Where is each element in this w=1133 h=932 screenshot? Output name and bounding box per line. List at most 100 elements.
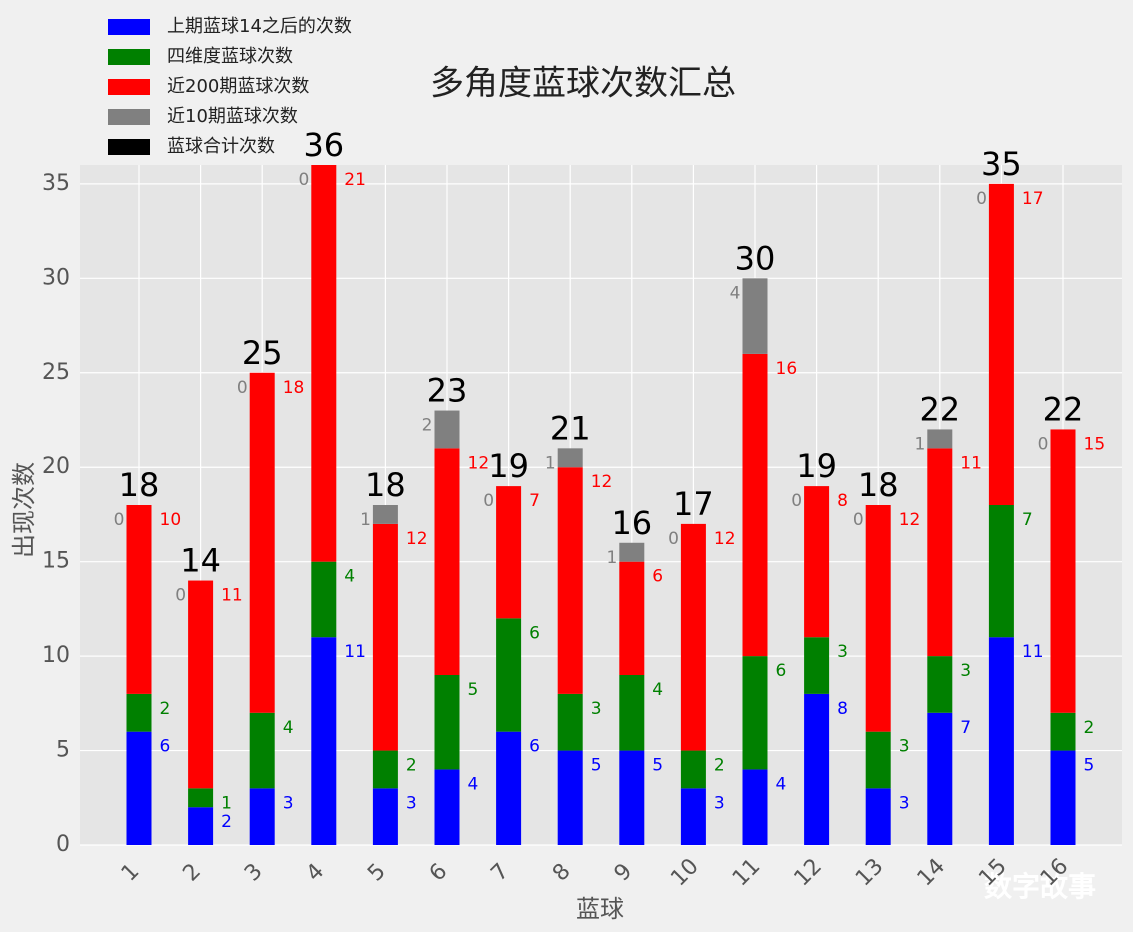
bar-segment bbox=[496, 486, 522, 619]
value-label: 0 bbox=[668, 529, 679, 549]
value-label: 11 bbox=[1022, 642, 1044, 662]
x-tick-label: 1 bbox=[117, 859, 145, 887]
bar-segment bbox=[988, 183, 1014, 505]
bar-segment bbox=[434, 448, 460, 675]
bar-segment bbox=[742, 656, 768, 770]
x-tick-label: 13 bbox=[851, 854, 888, 891]
bar-segment bbox=[680, 523, 706, 751]
value-label: 11 bbox=[960, 453, 982, 473]
total-label: 30 bbox=[735, 239, 776, 277]
total-label: 18 bbox=[365, 466, 406, 504]
total-label: 21 bbox=[550, 409, 591, 447]
total-label: 25 bbox=[242, 334, 283, 372]
bar-segment bbox=[988, 505, 1014, 638]
bar-segment bbox=[927, 448, 953, 657]
value-label: 12 bbox=[591, 472, 613, 492]
value-label: 2 bbox=[406, 756, 417, 776]
bar-segment bbox=[619, 561, 645, 675]
total-label: 36 bbox=[303, 126, 344, 164]
value-label: 5 bbox=[652, 756, 663, 776]
bar-segment bbox=[434, 410, 460, 449]
bar-segment bbox=[311, 637, 337, 845]
value-label: 4 bbox=[652, 680, 663, 700]
value-label: 1 bbox=[360, 510, 371, 530]
x-tick-label: 5 bbox=[363, 859, 391, 887]
bar-segment bbox=[742, 353, 768, 657]
total-label: 22 bbox=[919, 390, 960, 428]
total-label: 14 bbox=[180, 542, 221, 580]
value-label: 6 bbox=[529, 623, 540, 643]
bar-segment bbox=[619, 542, 645, 562]
legend-label: 上期蓝球14之后的次数 bbox=[167, 16, 352, 37]
x-tick-label: 7 bbox=[486, 859, 514, 887]
legend-label: 近10期蓝球次数 bbox=[167, 106, 298, 127]
bar-segment bbox=[434, 675, 460, 770]
value-label: 1 bbox=[914, 434, 925, 454]
value-label: 0 bbox=[853, 510, 864, 530]
total-label: 19 bbox=[796, 447, 837, 485]
bar-segment bbox=[804, 486, 830, 638]
legend-swatch bbox=[108, 19, 150, 35]
bar-segment bbox=[372, 523, 398, 751]
legend-swatch bbox=[108, 49, 150, 65]
y-tick-label: 10 bbox=[42, 643, 70, 668]
bar-segment bbox=[557, 750, 583, 845]
y-tick-label: 20 bbox=[42, 454, 70, 479]
bar-segment bbox=[619, 675, 645, 751]
value-label: 5 bbox=[468, 680, 479, 700]
chart-title: 多角度蓝球次数汇总 bbox=[430, 64, 736, 104]
value-label: 1 bbox=[606, 548, 617, 568]
value-label: 3 bbox=[837, 642, 848, 662]
value-label: 0 bbox=[1038, 434, 1049, 454]
legend-swatch bbox=[108, 109, 150, 125]
x-tick-label: 6 bbox=[425, 859, 453, 887]
bar-segment bbox=[865, 788, 891, 845]
value-label: 3 bbox=[960, 661, 971, 681]
y-tick-label: 30 bbox=[42, 265, 70, 290]
bar-segment bbox=[927, 429, 953, 449]
total-label: 22 bbox=[1043, 390, 1084, 428]
value-label: 3 bbox=[899, 737, 910, 757]
x-tick-label: 4 bbox=[302, 859, 330, 887]
bar-segment bbox=[311, 561, 337, 638]
value-label: 7 bbox=[960, 718, 971, 738]
value-label: 2 bbox=[422, 416, 433, 436]
value-label: 1 bbox=[545, 453, 556, 473]
bar-segment bbox=[988, 637, 1014, 845]
value-label: 0 bbox=[237, 378, 248, 398]
value-label: 3 bbox=[591, 699, 602, 719]
value-label: 4 bbox=[776, 774, 787, 794]
y-tick-label: 35 bbox=[42, 171, 70, 196]
total-label: 23 bbox=[427, 372, 468, 410]
value-label: 4 bbox=[283, 718, 294, 738]
value-label: 6 bbox=[652, 567, 663, 587]
bar-segment bbox=[126, 693, 152, 732]
total-label: 35 bbox=[981, 145, 1022, 183]
bar-segment bbox=[619, 750, 645, 845]
value-label: 0 bbox=[483, 491, 494, 511]
bar-segment bbox=[496, 731, 522, 845]
bar-segment bbox=[188, 788, 214, 808]
bar-segment bbox=[680, 788, 706, 845]
value-label: 11 bbox=[221, 586, 243, 606]
value-label: 3 bbox=[714, 793, 725, 813]
x-tick-label: 10 bbox=[666, 854, 703, 891]
total-label: 16 bbox=[611, 504, 652, 542]
bar-segment bbox=[249, 712, 275, 789]
legend-swatch bbox=[108, 79, 150, 95]
bar-segment bbox=[557, 693, 583, 751]
bar-segment bbox=[434, 769, 460, 845]
bar-segment bbox=[927, 712, 953, 845]
total-label: 18 bbox=[119, 466, 160, 504]
y-tick-label: 5 bbox=[56, 738, 70, 763]
value-label: 2 bbox=[1084, 718, 1095, 738]
bar-segment bbox=[372, 788, 398, 845]
bar-segment bbox=[496, 618, 522, 732]
bar-segment bbox=[126, 731, 152, 845]
watermark: 数字故事 bbox=[984, 870, 1096, 903]
plot-area bbox=[80, 165, 1122, 845]
value-label: 15 bbox=[1084, 434, 1106, 454]
bar-segment bbox=[1050, 429, 1076, 713]
x-tick-label: 11 bbox=[728, 854, 765, 891]
